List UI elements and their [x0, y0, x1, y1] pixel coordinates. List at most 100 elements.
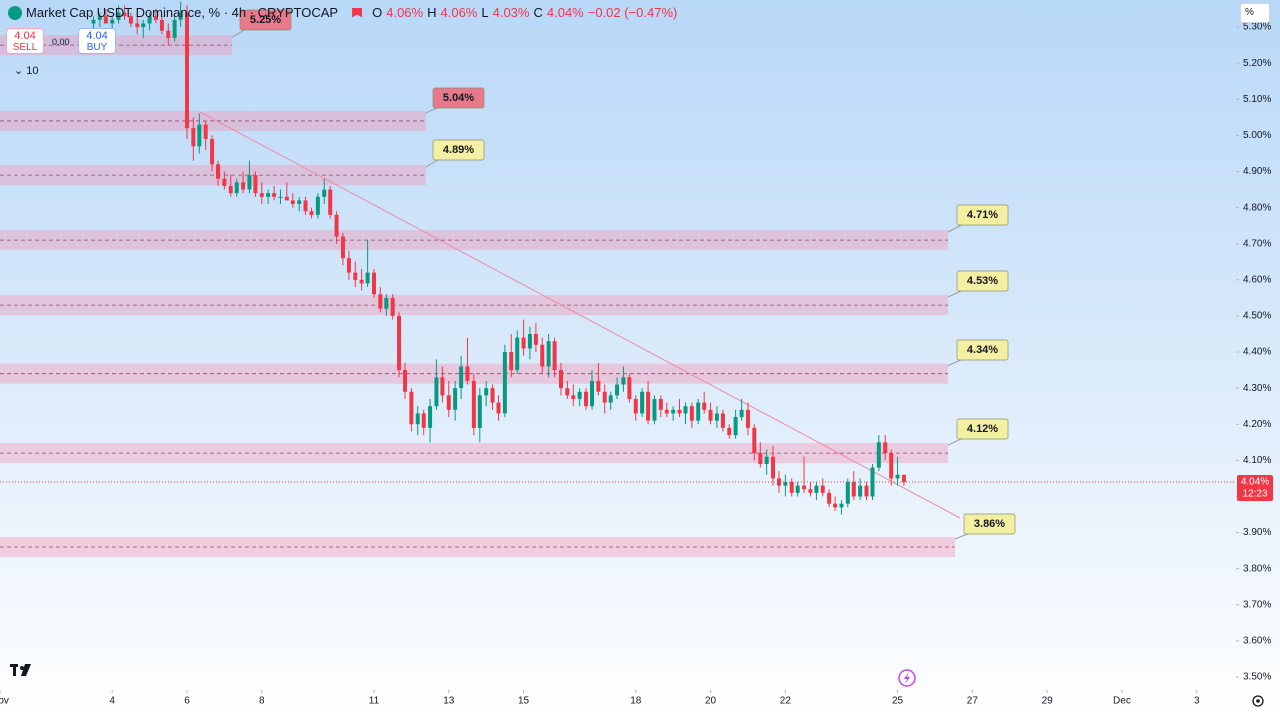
x-tick-label: 13: [443, 696, 455, 707]
candle-body: [122, 12, 127, 17]
candle-body: [166, 30, 171, 38]
candle-body: [502, 352, 507, 414]
candle-body: [178, 12, 183, 20]
ohlc-c-key: C: [533, 5, 543, 20]
zone-label: 4.53%: [967, 275, 998, 287]
candle-body: [346, 258, 351, 273]
candle-body: [845, 482, 850, 504]
candle-body: [646, 391, 651, 421]
candle-body: [771, 456, 776, 479]
x-tick-label: 27: [967, 696, 979, 707]
y-tick-label: 5.00%: [1243, 130, 1271, 141]
candle-body: [652, 398, 657, 421]
candle-body: [752, 427, 757, 454]
candle-body: [683, 406, 688, 414]
candle-body: [883, 442, 888, 454]
x-tick-label: 25: [892, 696, 904, 707]
candle-body: [103, 16, 108, 24]
candle-body: [290, 200, 295, 205]
candle-body: [359, 279, 364, 284]
callout-pointer: [231, 28, 247, 38]
candle-body: [384, 297, 389, 309]
candle-body: [421, 413, 426, 428]
candle-body: [259, 193, 264, 197]
y-tick-label: 3.80%: [1243, 563, 1271, 574]
candle-body: [596, 380, 601, 392]
candle-body: [415, 413, 420, 425]
x-tick-label: 22: [780, 696, 792, 707]
alert-icon[interactable]: [352, 7, 363, 18]
candle-body: [297, 200, 302, 205]
candle-body: [403, 370, 408, 392]
candle-body: [727, 427, 732, 436]
candle-body: [876, 442, 881, 468]
quantity[interactable]: ⌄ 10: [14, 65, 39, 77]
zone-label: 5.04%: [443, 92, 474, 104]
ohlc-h-key: H: [427, 5, 437, 20]
symbol-title[interactable]: Market Cap USDT Dominance, % · 4h · CRYP…: [26, 5, 339, 20]
sell-button[interactable]: 4.04 SELL: [6, 28, 44, 54]
candle-body: [527, 333, 532, 349]
candle-body: [889, 453, 894, 479]
scale-button[interactable]: %: [1240, 3, 1270, 23]
candle-body: [272, 193, 277, 197]
candle-body: [471, 380, 476, 428]
x-tick-label: Nov: [0, 696, 9, 707]
quantity-value: 10: [26, 65, 39, 77]
last-price-label: 4.04%: [1241, 477, 1269, 488]
candle-body: [247, 175, 252, 190]
candle-body: [864, 485, 869, 497]
y-tick-label: 4.80%: [1243, 202, 1271, 213]
candle-body: [827, 492, 832, 504]
callout-box: [432, 87, 485, 109]
header: Market Cap USDT Dominance, % · 4h · CRYP…: [8, 5, 677, 20]
candle-body: [135, 23, 140, 28]
spread: 0.00: [52, 37, 70, 47]
candle-body: [758, 453, 763, 464]
x-tick-label: 6: [184, 696, 190, 707]
candle-body: [459, 366, 464, 389]
x-tick-label: Dec: [1113, 696, 1131, 707]
y-tick-label: 3.70%: [1243, 599, 1271, 610]
countdown-label: 12:23: [1242, 489, 1267, 500]
candle-body: [453, 388, 458, 410]
last-price-tag: [1237, 475, 1273, 502]
ohlc-o-key: O: [372, 5, 383, 20]
candle-body: [477, 395, 482, 428]
candle-body: [278, 196, 283, 198]
x-tick-label: 15: [518, 696, 530, 707]
x-tick-label: 18: [630, 696, 642, 707]
candle-body: [627, 377, 632, 399]
candle-body: [309, 211, 314, 215]
buy-price: 4.04: [86, 30, 108, 42]
candle-body: [390, 297, 395, 316]
candle-body: [490, 388, 495, 403]
candle-body: [496, 402, 501, 414]
candle-body: [658, 398, 663, 410]
x-tick-label: 8: [259, 696, 265, 707]
x-tick-label: 20: [705, 696, 717, 707]
candle-body: [714, 413, 719, 421]
buy-button[interactable]: 4.04 BUY: [78, 28, 116, 54]
candle-body: [540, 344, 545, 367]
lightning-icon[interactable]: [898, 669, 916, 687]
candle-body: [708, 409, 713, 421]
x-tick-label: 4: [109, 696, 115, 707]
candle-body: [141, 23, 146, 28]
callout-box: [963, 513, 1016, 535]
ohlc-c: 4.04%: [546, 5, 584, 20]
candle-body: [552, 341, 557, 371]
candle-body: [901, 474, 906, 483]
ohlc-change: −0.02 (−0.47%): [587, 5, 678, 20]
settings-icon[interactable]: [1252, 695, 1264, 707]
candle-body: [434, 377, 439, 407]
callout-box: [956, 204, 1009, 226]
trend-line: [199, 111, 961, 519]
candle-body: [733, 417, 738, 436]
candle-body: [764, 456, 769, 464]
candle-body: [371, 272, 376, 295]
candle-body: [159, 19, 164, 31]
candle-body: [509, 352, 514, 371]
y-tick-label: 5.20%: [1243, 58, 1271, 69]
